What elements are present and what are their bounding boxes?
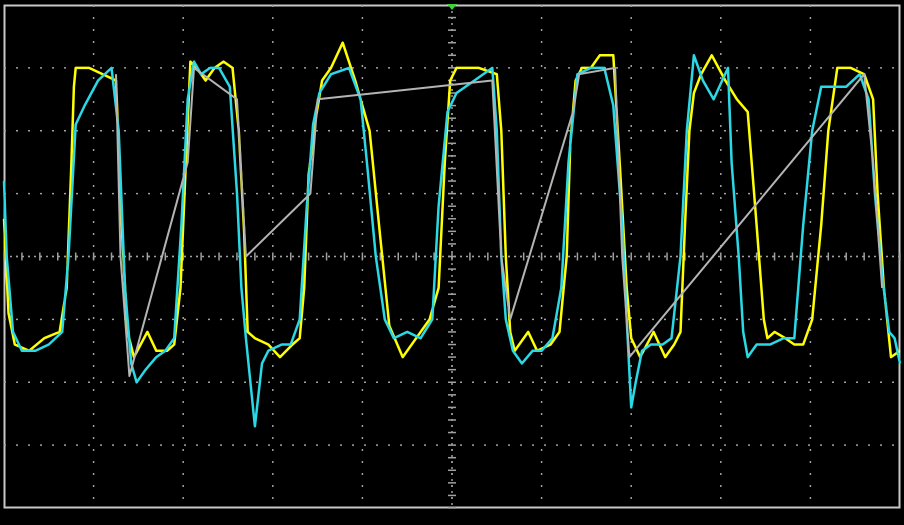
trace-3 [115,66,884,377]
trace-1 [2,41,901,359]
trigger-marker-icon [447,4,457,10]
trace-2 [2,54,902,428]
